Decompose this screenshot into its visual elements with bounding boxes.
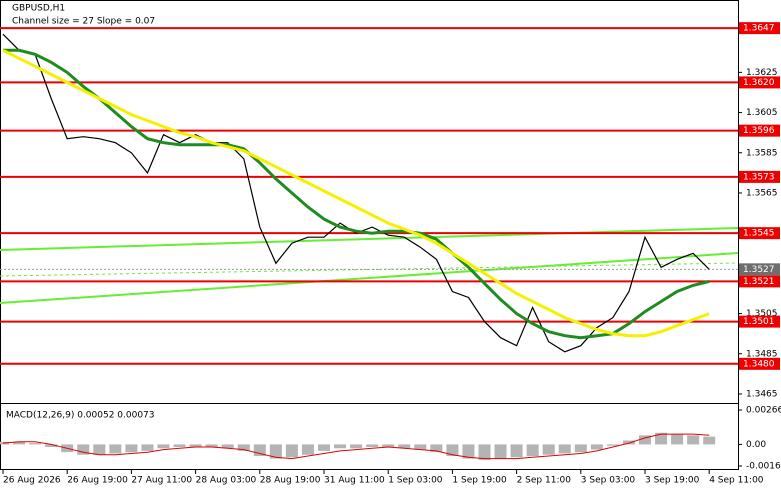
level-label: 1.3647	[743, 24, 775, 34]
histogram-bar	[398, 444, 411, 449]
histogram-bar	[77, 444, 90, 455]
level-label: 1.3620	[743, 78, 775, 88]
histogram-bar	[622, 440, 635, 445]
histogram-bar	[462, 444, 475, 459]
y-tick-label: 0.00266	[746, 406, 781, 416]
histogram-bar	[29, 443, 42, 445]
histogram-bar	[542, 444, 555, 455]
level-label: 1.3501	[743, 317, 775, 327]
x-tick-label: 28 Aug 03:00	[196, 476, 257, 486]
histogram-bar	[639, 435, 651, 445]
histogram-bar	[253, 444, 266, 457]
series-line	[3, 48, 710, 340]
y-tick-label: -0.00167	[746, 462, 781, 472]
histogram-bar	[45, 444, 58, 447]
histogram-bar	[13, 441, 26, 445]
x-tick-label: 1 Sep 03:00	[388, 476, 443, 486]
x-tick-label: 2 Sep 11:00	[517, 476, 572, 486]
histogram-bar	[189, 444, 202, 447]
x-tick-label: 27 Aug 11:00	[131, 476, 192, 486]
histogram-bar	[574, 444, 587, 453]
level-box	[739, 124, 780, 137]
histogram-bar	[173, 444, 186, 447]
level-box	[739, 315, 780, 328]
level-box	[739, 357, 780, 370]
level-label: 1.3545	[743, 229, 775, 239]
histogram-bar	[494, 444, 507, 459]
histogram-bar	[285, 444, 298, 458]
histogram-bar	[430, 444, 443, 453]
histogram-bar	[205, 444, 218, 447]
y-tick-label: 0.00	[746, 440, 766, 450]
series-line	[2, 433, 710, 460]
histogram-bar	[558, 444, 571, 454]
level-label: 1.3480	[743, 359, 775, 369]
histogram-bar	[109, 444, 122, 454]
x-tick-label: 4 Sep 11:00	[709, 476, 764, 486]
histogram-bar	[125, 444, 138, 453]
level-box	[739, 22, 780, 35]
histogram-bar	[157, 444, 170, 449]
annotation: Channel size = 27 Slope = 0.07	[12, 17, 155, 27]
histogram-bar	[350, 444, 363, 449]
series-line	[2, 48, 710, 338]
histogram-bar	[141, 444, 154, 451]
histogram-bar	[237, 444, 250, 451]
histogram-bar	[382, 444, 395, 447]
x-tick-label: 31 Aug 11:00	[324, 476, 385, 486]
y-tick-label: 1.3625	[746, 68, 778, 78]
level-box	[739, 275, 780, 288]
histogram-bar	[703, 436, 716, 445]
y-tick-label: 1.3585	[746, 148, 778, 158]
x-tick-label: 3 Sep 19:00	[645, 476, 700, 486]
plot-frame	[0, 0, 739, 470]
x-tick-label: 26 Aug 2026	[3, 476, 61, 486]
y-tick-label: 1.3505	[746, 309, 778, 319]
level-box	[739, 170, 780, 183]
histogram-bar	[590, 444, 603, 450]
last-price-label: 1.3527	[743, 265, 775, 275]
histogram-bar	[93, 444, 106, 455]
x-tick-label: 26 Aug 19:00	[67, 476, 128, 486]
histogram-bar	[318, 444, 330, 451]
histogram-bar	[606, 444, 619, 446]
histogram-bar	[510, 444, 523, 458]
histogram-bar	[478, 444, 491, 460]
last-price-box	[739, 263, 780, 276]
level-label: 1.3573	[743, 172, 775, 182]
x-tick-label: 3 Sep 03:00	[581, 476, 636, 486]
y-tick-label: 1.3465	[746, 389, 778, 399]
y-tick-label: 1.3605	[746, 108, 778, 118]
y-tick-label: 1.3565	[746, 188, 778, 198]
chart-title: GBPUSD,H1	[12, 4, 65, 14]
histogram-bar	[671, 434, 684, 445]
histogram-bar	[655, 432, 668, 445]
channel-line	[0, 252, 739, 304]
histogram-bar	[526, 444, 539, 457]
level-box	[739, 76, 780, 89]
level-label: 1.3521	[743, 277, 775, 287]
indicator-title: MACD(12,26,9) 0.00052 0.00073	[6, 411, 155, 421]
histogram-bar	[687, 435, 700, 445]
y-tick-label: 1.3485	[746, 349, 778, 359]
histogram-bar	[269, 444, 282, 459]
x-tick-label: 28 Aug 19:00	[260, 476, 321, 486]
series-line	[2, 33, 710, 353]
channel-line	[0, 227, 739, 251]
level-label: 1.3596	[743, 126, 775, 136]
histogram-bar	[301, 444, 314, 455]
histogram-bar	[366, 444, 379, 447]
histogram-bar	[334, 444, 347, 449]
histogram-bar	[221, 444, 234, 449]
histogram-bar	[446, 444, 459, 457]
x-tick-label: 1 Sep 19:00	[452, 476, 507, 486]
histogram-bar	[414, 444, 427, 450]
level-box	[739, 227, 780, 240]
